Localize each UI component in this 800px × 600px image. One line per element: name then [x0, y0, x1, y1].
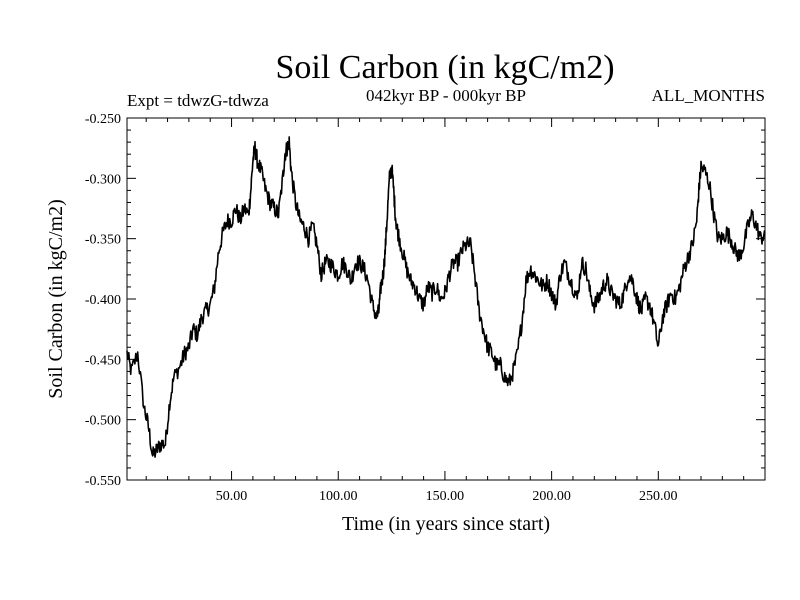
series-line: [126, 136, 766, 458]
y-axis-ticks: -0.250 -0.300 -0.350 -0.400 -0.450 -0.500 -0.5…: [85, 112, 765, 489]
y-tick-label: -0.450: [85, 353, 121, 368]
y-tick-label: -0.550: [85, 474, 121, 489]
y-tick-label: -0.500: [85, 414, 121, 429]
x-axis-label: Time (in years since start): [342, 513, 550, 535]
x-tick-label: 100.00: [319, 489, 358, 504]
y-axis-label: Soil Carbon (in kgC/m2): [45, 199, 67, 398]
experiment-label: Expt = tdwzG-tdwza: [127, 91, 269, 110]
x-tick-label: 200.00: [532, 489, 571, 504]
series-layer: [126, 136, 766, 458]
x-tick-label: 150.00: [426, 489, 465, 504]
y-tick-label: -0.250: [85, 112, 121, 127]
x-axis-ticks: 50.00 100.00 150.00 200.00 250.00: [145, 118, 766, 504]
x-tick-label: 250.00: [639, 489, 678, 504]
x-tick-label: 50.00: [216, 489, 248, 504]
chart-title: Soil Carbon (in kgC/m2): [275, 49, 614, 86]
y-tick-label: -0.350: [85, 233, 121, 248]
months-label: ALL_MONTHS: [652, 86, 765, 105]
y-tick-label: -0.400: [85, 293, 121, 308]
plot-frame: [126, 117, 766, 481]
y-tick-label: -0.300: [85, 172, 121, 187]
chart-subtitle: 042kyr BP - 000kyr BP: [366, 86, 526, 105]
